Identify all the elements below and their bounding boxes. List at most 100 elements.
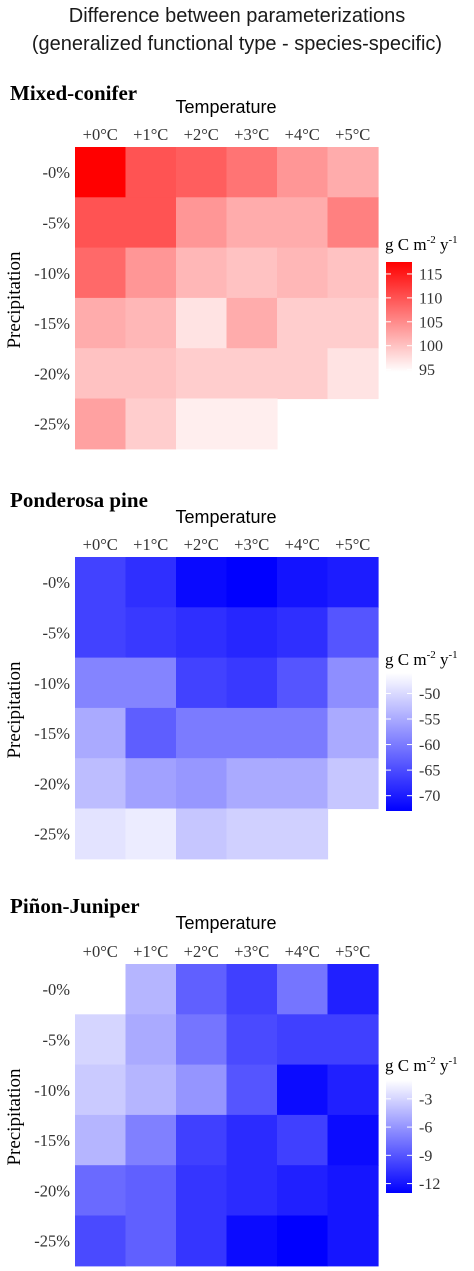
heatmap-cell bbox=[125, 1114, 177, 1166]
heatmap-cell bbox=[176, 197, 228, 249]
heatmap-cell bbox=[125, 1165, 177, 1217]
heatmap-cell bbox=[176, 1064, 228, 1116]
heatmap-cell bbox=[226, 964, 278, 1015]
heatmap-cell bbox=[75, 348, 127, 400]
heatmap-cell bbox=[226, 607, 278, 659]
figure-title-line1: Difference between parameterizations bbox=[69, 5, 405, 27]
heatmap-cell bbox=[125, 348, 177, 400]
heatmap-cell bbox=[125, 147, 177, 198]
y-tick-label: -15% bbox=[34, 1131, 70, 1150]
heatmap-cell bbox=[226, 707, 278, 759]
heatmap-cell bbox=[327, 1114, 379, 1166]
x-tick-label: +5°C bbox=[335, 125, 370, 144]
heatmap-cell bbox=[176, 964, 228, 1015]
panel-title: Ponderosa pine bbox=[10, 488, 148, 512]
heatmap-cell bbox=[75, 147, 127, 198]
x-tick-label: +1°C bbox=[133, 535, 168, 554]
heatmap-cell bbox=[75, 398, 127, 450]
heatmap-cell bbox=[226, 147, 278, 198]
y-tick-label: -25% bbox=[34, 415, 70, 434]
heatmap-cell bbox=[277, 348, 329, 400]
heatmap-cell bbox=[277, 1215, 329, 1267]
heatmap-cell bbox=[327, 1064, 379, 1116]
heatmap-cell bbox=[327, 348, 379, 400]
heatmap-cell bbox=[125, 1064, 177, 1116]
heatmap-cell bbox=[226, 1014, 278, 1066]
heatmap-cell bbox=[176, 1215, 228, 1267]
heatmap-cell bbox=[176, 1165, 228, 1217]
heatmap-cell bbox=[125, 1215, 177, 1267]
heatmap-cell bbox=[176, 348, 228, 400]
heatmap-cell bbox=[226, 297, 278, 349]
heatmap-cell bbox=[327, 247, 379, 299]
heatmap-cell bbox=[277, 1014, 329, 1066]
heatmap-cell bbox=[277, 297, 329, 349]
heatmap-cell bbox=[75, 607, 127, 659]
heatmap-cell bbox=[226, 1114, 278, 1166]
legend-colorbar bbox=[386, 1080, 412, 1193]
heatmap-cell bbox=[75, 557, 127, 608]
heatmap-cell bbox=[327, 758, 379, 810]
y-axis-label: Precipitation bbox=[4, 661, 25, 759]
heatmap-cell bbox=[226, 1064, 278, 1116]
y-tick-label: -0% bbox=[43, 163, 71, 182]
heatmap-cell bbox=[75, 247, 127, 299]
heatmap-cell bbox=[277, 247, 329, 299]
legend-tick-label: -50 bbox=[419, 686, 440, 703]
heatmap-cell bbox=[176, 1114, 228, 1166]
heatmap-cell bbox=[327, 1165, 379, 1217]
x-tick-label: +3°C bbox=[234, 125, 269, 144]
x-tick-label: +2°C bbox=[184, 125, 219, 144]
heatmap-cell bbox=[277, 808, 329, 860]
x-tick-label: +0°C bbox=[83, 125, 118, 144]
heatmap-cell bbox=[277, 657, 329, 709]
heatmap-cell bbox=[125, 758, 177, 810]
heatmap-cell bbox=[75, 1064, 127, 1116]
x-tick-label: +0°C bbox=[83, 535, 118, 554]
heatmap-cell bbox=[327, 197, 379, 249]
legend-title: g C m-2 y-1 bbox=[385, 234, 458, 254]
heatmap-cell bbox=[277, 1114, 329, 1166]
heatmap-cell bbox=[125, 297, 177, 349]
heatmap-cell bbox=[277, 758, 329, 810]
legend-tick-label: 110 bbox=[419, 290, 442, 307]
legend-tick-label: -9 bbox=[419, 1148, 432, 1165]
legend-colorbar bbox=[386, 262, 412, 372]
legend-title: g C m-2 y-1 bbox=[385, 1055, 458, 1075]
heatmap-cell bbox=[125, 247, 177, 299]
x-tick-label: +5°C bbox=[335, 535, 370, 554]
y-tick-label: -20% bbox=[34, 364, 70, 383]
legend-tick-label: -60 bbox=[419, 737, 440, 754]
panel-mixed-conifer: Mixed-conifer Temperature Precipitation … bbox=[4, 81, 458, 450]
x-tick-label: +0°C bbox=[83, 942, 118, 961]
panel-pinon-juniper: Piñon-Juniper Temperature Precipitation … bbox=[4, 894, 458, 1267]
x-tick-label: +4°C bbox=[285, 125, 320, 144]
x-tick-label: +3°C bbox=[234, 942, 269, 961]
y-tick-label: -25% bbox=[34, 825, 70, 844]
legend-tick-label: -55 bbox=[419, 712, 440, 729]
y-tick-label: -5% bbox=[43, 213, 71, 232]
heatmap-cell bbox=[75, 1014, 127, 1066]
heatmap-cell bbox=[176, 808, 228, 860]
x-tick-label: +3°C bbox=[234, 535, 269, 554]
heatmap-cell bbox=[327, 147, 379, 198]
legend-title: g C m-2 y-1 bbox=[385, 649, 458, 669]
legend-tick-label: 105 bbox=[419, 314, 443, 331]
heatmap-cell bbox=[75, 197, 127, 249]
y-axis-label: Precipitation bbox=[4, 1068, 25, 1166]
heatmap-cell bbox=[327, 297, 379, 349]
y-tick-label: -25% bbox=[34, 1232, 70, 1251]
figure-title-line2: (generalized functional type - species-s… bbox=[32, 33, 442, 55]
heatmap-cell bbox=[125, 1014, 177, 1066]
heatmap-cell bbox=[327, 607, 379, 659]
heatmap-cell bbox=[176, 707, 228, 759]
y-tick-label: -5% bbox=[43, 623, 71, 642]
x-tick-label: +1°C bbox=[133, 942, 168, 961]
heatmap-cell bbox=[125, 197, 177, 249]
heatmap-cell bbox=[226, 1215, 278, 1267]
heatmap-cell bbox=[125, 607, 177, 659]
heatmap-cell bbox=[176, 398, 228, 450]
heatmap-cell bbox=[277, 197, 329, 249]
heatmap-cell bbox=[125, 964, 177, 1015]
heatmap-cell bbox=[277, 1165, 329, 1217]
